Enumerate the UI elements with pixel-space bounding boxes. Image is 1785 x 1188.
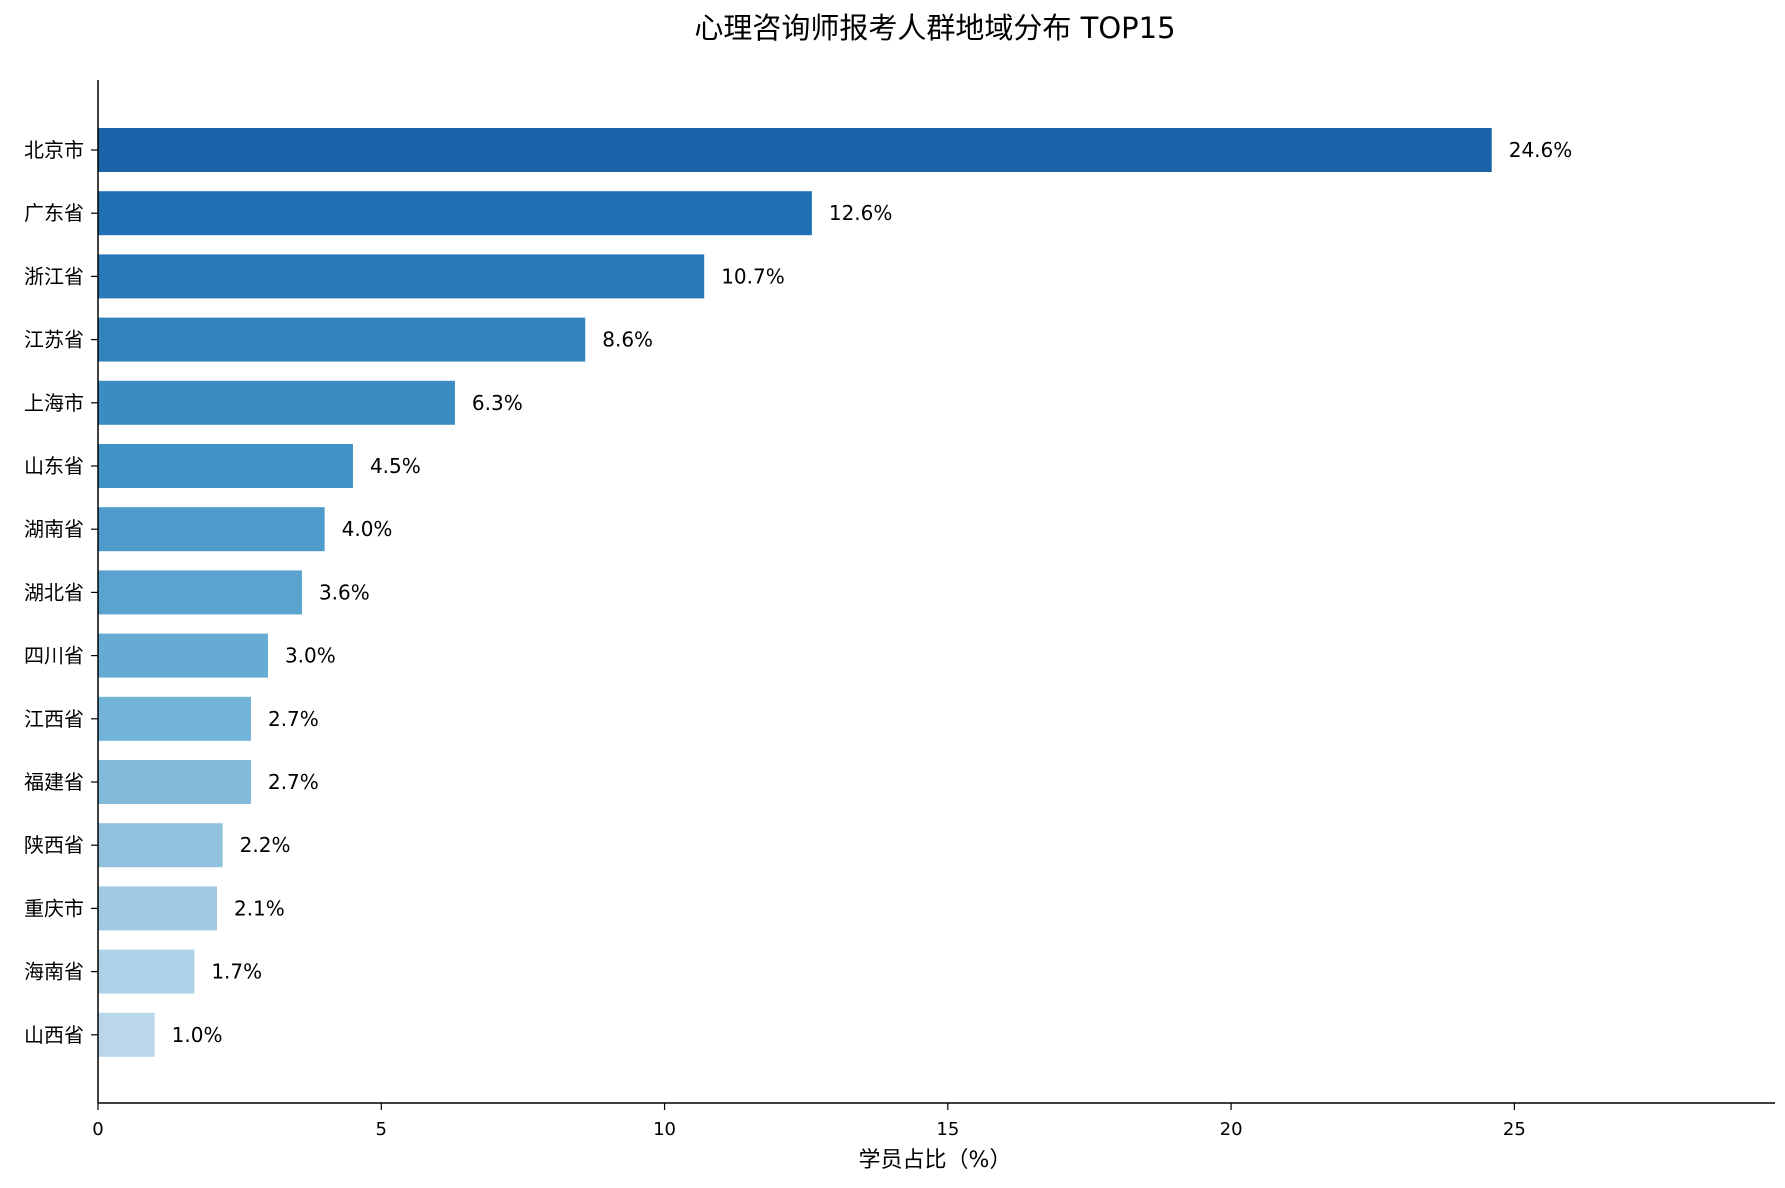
bar [98,949,195,994]
value-label: 2.7% [268,770,319,794]
x-tick-label: 25 [1503,1119,1526,1140]
x-ticks-group: 0 5 10 15 20 25 [92,1103,1526,1140]
value-label: 1.0% [172,1023,223,1047]
value-label: 1.7% [211,960,262,984]
x-tick-label: 0 [92,1119,103,1140]
bar [98,317,586,362]
bar [98,380,455,425]
value-label: 2.1% [234,896,285,920]
value-label: 4.5% [370,454,421,478]
category-label: 江苏省 [24,328,84,352]
bar [98,886,217,931]
bar [98,128,1492,172]
category-label: 湖北省 [24,580,84,604]
x-tick-label: 5 [376,1119,387,1140]
category-label: 陕西省 [24,833,84,857]
value-labels-group: 24.6% 12.6% 10.7% 8.6% 6.3% 4.5% 4.0% 3.6% 3.0% 2… [172,138,1573,1047]
category-label: 广东省 [24,201,84,225]
bar [98,760,251,804]
category-label: 海南省 [24,960,84,984]
value-label: 12.6% [829,201,893,225]
x-tick-label: 15 [936,1119,959,1140]
bar [98,570,302,615]
bar [98,696,251,741]
category-label: 江西省 [24,707,84,731]
value-label: 3.6% [319,580,370,604]
value-label: 6.3% [472,391,523,415]
category-labels-group: 北京市广东省浙江省江苏省上海市山东省湖南省湖北省四川省江西省福建省陕西省重庆市海… [24,138,98,1047]
chart-title: 心理咨询师报考人群地域分布 TOP15 [694,11,1175,45]
category-label: 山东省 [24,454,84,478]
value-label: 2.2% [240,833,291,857]
bar [98,444,353,488]
category-label: 山西省 [24,1023,84,1047]
value-label: 8.6% [602,328,653,352]
category-label: 浙江省 [24,264,84,288]
bar [98,823,223,868]
x-tick-label: 10 [653,1119,676,1140]
category-label: 重庆市 [24,896,84,920]
category-label: 福建省 [24,770,84,794]
bar [98,191,812,236]
x-tick-label: 20 [1220,1119,1243,1140]
bars-group [98,128,1492,1057]
x-axis-title: 学员占比（%） [859,1148,1012,1173]
category-label: 四川省 [24,644,84,668]
value-label: 4.0% [342,517,393,541]
bar [98,1012,155,1057]
category-label: 上海市 [24,391,84,415]
bar [98,507,325,552]
category-label: 北京市 [24,138,84,162]
value-label: 24.6% [1509,138,1573,162]
bar [98,633,268,678]
value-label: 3.0% [285,644,336,668]
value-label: 10.7% [721,264,785,288]
value-label: 2.7% [268,707,319,731]
bar [98,254,705,299]
category-label: 湖南省 [24,517,84,541]
